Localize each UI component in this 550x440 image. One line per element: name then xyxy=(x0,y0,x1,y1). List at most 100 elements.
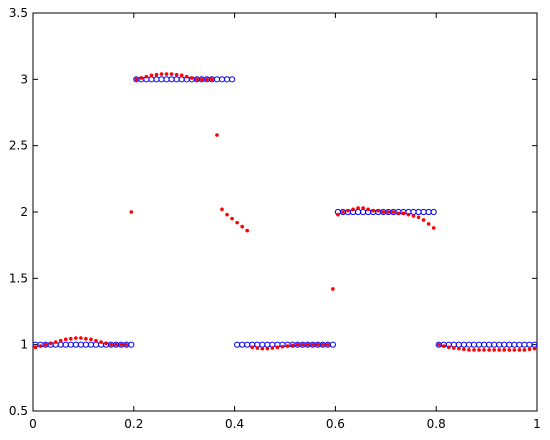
point xyxy=(522,348,527,352)
point xyxy=(457,346,461,351)
point xyxy=(300,342,305,347)
y-tick-label: 1.5 xyxy=(9,271,28,285)
point xyxy=(431,226,436,230)
point xyxy=(184,74,189,79)
point xyxy=(421,218,426,222)
point xyxy=(189,76,194,80)
point xyxy=(235,220,239,225)
point xyxy=(119,342,123,347)
point xyxy=(158,76,165,83)
point xyxy=(386,210,391,214)
point xyxy=(526,341,533,348)
point xyxy=(33,345,38,350)
point xyxy=(391,210,396,214)
point xyxy=(92,341,100,348)
point xyxy=(280,344,285,349)
point xyxy=(346,208,350,213)
y-tick-label: 1 xyxy=(20,338,28,352)
point xyxy=(401,211,406,216)
point xyxy=(134,77,139,82)
point xyxy=(475,341,483,348)
point xyxy=(77,341,84,348)
point xyxy=(295,342,300,347)
point xyxy=(452,346,456,350)
point xyxy=(62,341,69,348)
point xyxy=(482,348,486,352)
point xyxy=(376,208,381,213)
point xyxy=(532,346,537,351)
y-tick-label: 0.5 xyxy=(9,404,28,418)
point xyxy=(234,341,241,348)
point xyxy=(230,216,234,221)
point xyxy=(462,347,466,352)
point xyxy=(360,208,367,216)
point xyxy=(213,76,221,83)
point xyxy=(470,341,478,348)
point xyxy=(497,348,502,352)
point xyxy=(218,76,226,83)
point xyxy=(195,77,199,82)
point xyxy=(210,77,214,82)
point xyxy=(425,208,432,216)
point xyxy=(305,342,310,347)
point xyxy=(501,341,508,348)
point xyxy=(74,336,78,340)
point xyxy=(239,341,246,348)
point xyxy=(517,348,522,352)
point xyxy=(260,346,265,351)
point xyxy=(396,211,401,216)
point xyxy=(351,207,355,212)
point xyxy=(114,342,118,347)
point xyxy=(336,212,340,217)
point xyxy=(223,76,231,83)
point xyxy=(178,76,185,83)
point xyxy=(406,212,411,217)
point xyxy=(491,341,498,348)
point xyxy=(285,344,290,348)
point xyxy=(315,342,320,347)
point xyxy=(259,341,266,348)
point xyxy=(153,76,160,83)
point xyxy=(270,346,275,350)
point xyxy=(496,341,503,348)
point xyxy=(148,76,155,83)
x-tick-label: 1 xyxy=(533,417,541,431)
point xyxy=(43,342,48,347)
point xyxy=(371,208,376,213)
x-tick-label: 0.8 xyxy=(427,417,446,431)
point xyxy=(430,208,437,216)
point xyxy=(244,341,251,348)
point xyxy=(173,76,180,83)
point xyxy=(527,347,532,352)
point xyxy=(465,341,473,348)
point xyxy=(410,208,417,216)
point xyxy=(516,341,523,348)
point xyxy=(48,341,53,346)
point xyxy=(225,212,229,217)
point xyxy=(381,210,386,214)
point xyxy=(228,76,236,83)
point xyxy=(416,215,421,220)
point xyxy=(38,344,43,348)
point xyxy=(63,337,68,342)
point xyxy=(215,133,219,137)
point xyxy=(507,348,512,352)
point xyxy=(245,228,249,233)
point xyxy=(511,341,518,348)
point xyxy=(521,341,528,348)
point xyxy=(486,341,493,348)
point xyxy=(124,342,129,347)
x-tick-label: 0.2 xyxy=(124,417,143,431)
point xyxy=(310,342,315,347)
point xyxy=(366,207,370,212)
point xyxy=(159,72,164,76)
point xyxy=(89,337,93,342)
point xyxy=(58,338,63,343)
point xyxy=(163,76,170,83)
point xyxy=(436,342,441,347)
point xyxy=(361,206,365,210)
point xyxy=(149,73,154,78)
point xyxy=(240,224,244,229)
point xyxy=(265,346,270,351)
